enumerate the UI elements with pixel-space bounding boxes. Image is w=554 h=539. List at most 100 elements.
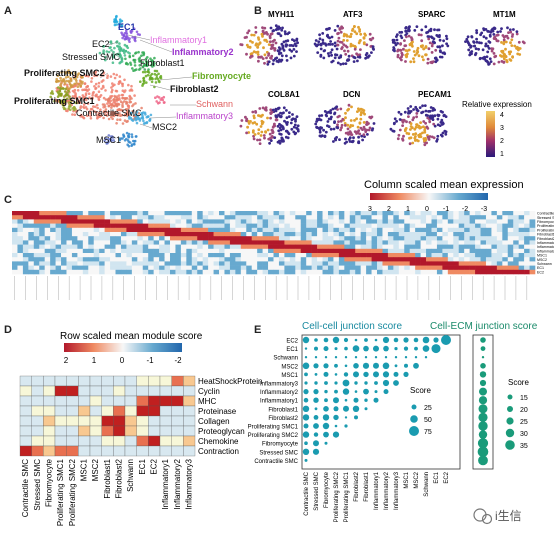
heat-cell (496, 232, 503, 237)
heat-cell (442, 257, 449, 262)
heat-cell (110, 248, 116, 254)
heat-cell (33, 223, 40, 229)
feature-point (365, 55, 369, 59)
heat-cell (169, 219, 176, 224)
heat-cell (431, 211, 438, 216)
heat-cell (61, 236, 67, 241)
heat-cell (131, 261, 138, 266)
feature-point (467, 41, 470, 45)
junction-dot (414, 346, 418, 351)
heat-cell (371, 227, 378, 233)
cell-ecm-dots (477, 337, 489, 466)
feature-point (424, 121, 427, 125)
heat-cell (17, 265, 24, 271)
junction-dot (403, 371, 409, 377)
heat-cell (142, 240, 149, 245)
heat-cell (518, 232, 525, 237)
heat-cell (447, 232, 454, 237)
feature-point (332, 140, 335, 143)
feature-point (393, 117, 397, 121)
heat-cell (469, 240, 476, 245)
junction-dot (302, 336, 310, 344)
heat-cell (366, 248, 372, 254)
heat-cell (115, 215, 122, 220)
heat-cell (415, 232, 421, 237)
heat-cell (469, 248, 476, 254)
panel-e-row-label: Stressed SMC (259, 450, 298, 456)
heat-cell (12, 215, 18, 220)
heat-cell (371, 265, 378, 271)
heat-cell (39, 223, 45, 229)
heat-cell (55, 232, 62, 237)
umap-point (121, 105, 124, 108)
heat-cell (393, 219, 400, 224)
heat-cell (436, 215, 443, 220)
feature-point (245, 131, 249, 135)
heat-cell (137, 215, 144, 220)
umap-point (102, 116, 105, 120)
junction-dot (393, 337, 399, 343)
umap-point (101, 45, 105, 48)
heat-cell (88, 219, 95, 224)
feature-point (326, 52, 330, 55)
feature-point (348, 136, 352, 140)
heat-cell (115, 253, 122, 258)
feature-point (359, 48, 362, 51)
feature-point (426, 61, 430, 65)
junction-dot (312, 448, 320, 455)
umap-point (59, 82, 63, 85)
umap-point (82, 103, 86, 106)
feature-point (339, 54, 343, 57)
feature-point (321, 38, 325, 42)
heat-cell (469, 269, 476, 275)
feature-point (320, 114, 324, 117)
umap-point (127, 135, 131, 138)
heat-cell (115, 269, 122, 275)
heat-cell (306, 257, 312, 262)
module-cell (66, 425, 79, 437)
heat-cell (12, 265, 18, 271)
module-cell (101, 395, 114, 407)
heat-cell (415, 257, 421, 262)
heat-cell (469, 261, 476, 266)
panel-d-scale-tick: -1 (146, 356, 154, 365)
heat-cell (28, 223, 35, 229)
umap-point (102, 71, 106, 74)
heat-cell (12, 219, 18, 224)
feature-plot-title: SPARC (418, 10, 446, 19)
junction-dot (324, 389, 328, 394)
heat-cell (458, 240, 465, 245)
heat-cell (289, 211, 296, 216)
heat-cell (208, 215, 214, 220)
heat-cell (44, 240, 51, 245)
heat-cell (22, 244, 29, 250)
umap-point (105, 50, 109, 53)
heat-cell (142, 219, 149, 224)
feature-point (329, 111, 333, 115)
panel-e-row-label: Inflammatory3 (260, 382, 299, 388)
umap-point (139, 80, 142, 83)
heat-cell (251, 236, 258, 241)
junction-dot (362, 362, 370, 369)
heat-cell (404, 215, 410, 220)
heat-cell (453, 265, 460, 271)
heat-cell (131, 211, 138, 216)
heat-cell (71, 253, 78, 258)
heat-cell (273, 253, 280, 258)
umap-point (121, 82, 124, 86)
umap-point (109, 46, 112, 49)
feature-point (267, 52, 271, 55)
feature-point (369, 45, 373, 48)
heat-cell (219, 257, 225, 262)
feature-point (279, 59, 283, 63)
feature-point (358, 39, 362, 43)
heat-cell (251, 261, 258, 266)
feature-point (358, 30, 361, 33)
heat-cell (77, 257, 84, 262)
panel-e-col-label: Stressed SMC (314, 471, 320, 510)
junction-dot (374, 338, 378, 342)
heat-cell (33, 265, 40, 271)
umap-point (116, 44, 119, 48)
umap-point (160, 97, 164, 100)
